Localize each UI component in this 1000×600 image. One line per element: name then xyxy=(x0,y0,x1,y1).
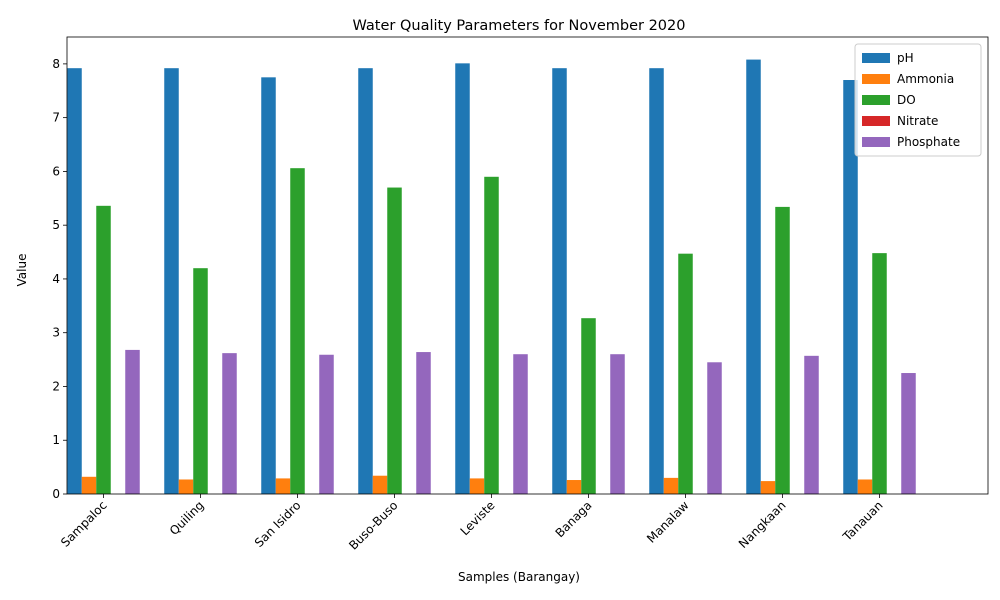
x-tick-label: Buso-Buso xyxy=(346,498,400,552)
y-tick-label: 8 xyxy=(52,57,60,71)
bar-ammonia-tanauan xyxy=(857,479,873,494)
bar-phosphate-banaga xyxy=(610,354,625,494)
bar-phosphate-buso-buso xyxy=(416,352,431,494)
bar-do-buso-buso xyxy=(387,187,402,494)
bar-do-sampaloc xyxy=(96,205,111,495)
x-tick-label: Manalaw xyxy=(644,498,692,546)
bar-phosphate-quiling xyxy=(222,353,237,494)
y-tick-label: 1 xyxy=(52,433,60,447)
x-tick-label: Sampaloc xyxy=(58,498,110,550)
x-axis-label: Samples (Barangay) xyxy=(458,570,580,584)
legend-label-do: DO xyxy=(897,93,916,107)
bar-phosphate-leviste xyxy=(513,354,528,494)
y-tick-label: 7 xyxy=(52,111,60,125)
bar-ammonia-quiling xyxy=(178,479,194,494)
legend-swatch-nitrate xyxy=(862,116,890,126)
bar-ammonia-nangkaan xyxy=(760,481,776,494)
x-tick-label: Tanauan xyxy=(839,498,885,544)
bar-ph-banaga xyxy=(552,68,567,494)
bar-phosphate-san-isidro xyxy=(319,354,334,494)
bar-ammonia-san-isidro xyxy=(275,478,291,494)
y-tick-label: 4 xyxy=(52,272,60,286)
x-tick-label: Leviste xyxy=(458,498,498,538)
legend-label-ph: pH xyxy=(897,51,914,65)
bar-ph-nangkaan xyxy=(746,59,761,494)
x-tick-label: Quiling xyxy=(167,498,207,538)
legend-label-nitrate: Nitrate xyxy=(897,114,938,128)
chart-title: Water Quality Parameters for November 20… xyxy=(353,18,686,34)
legend-label-phosphate: Phosphate xyxy=(897,135,960,149)
bar-ammonia-banaga xyxy=(566,480,582,494)
bar-ammonia-sampaloc xyxy=(81,476,97,494)
bar-do-san-isidro xyxy=(290,168,305,494)
bar-ph-sampaloc xyxy=(67,68,82,494)
bar-phosphate-nangkaan xyxy=(804,355,819,494)
legend-box xyxy=(854,43,982,157)
bar-do-quiling xyxy=(193,268,208,494)
legend-label-ammonia: Ammonia xyxy=(897,72,954,86)
legend-swatch-ph xyxy=(862,53,890,63)
bar-do-leviste xyxy=(484,176,499,494)
bar-phosphate-sampaloc xyxy=(125,349,140,494)
bar-phosphate-tanauan xyxy=(901,373,916,494)
x-tick-label: Nangkaan xyxy=(736,498,789,551)
bar-do-tanauan xyxy=(872,253,887,494)
y-tick-label: 6 xyxy=(52,164,60,178)
bar-ph-san-isidro xyxy=(261,77,276,494)
bar-do-banaga xyxy=(581,318,596,494)
y-tick-label: 3 xyxy=(52,326,60,340)
y-axis-label: Value xyxy=(15,254,29,287)
y-tick-label: 5 xyxy=(52,218,60,232)
bar-phosphate-manalaw xyxy=(707,362,722,494)
legend-swatch-phosphate xyxy=(862,137,890,147)
bar-ph-quiling xyxy=(164,68,179,494)
bar-do-manalaw xyxy=(678,253,693,494)
bar-ph-tanauan xyxy=(843,80,858,494)
bar-ph-leviste xyxy=(455,63,470,495)
x-tick-label: San Isidro xyxy=(252,498,304,550)
bar-ammonia-manalaw xyxy=(663,477,679,494)
legend: pH Ammonia DO Nitrate Phosphate xyxy=(854,43,982,157)
legend-swatch-do xyxy=(862,95,890,105)
x-tick-label: Banaga xyxy=(553,498,595,540)
y-axis: 0 1 2 3 4 5 6 7 8 xyxy=(52,57,67,501)
x-axis: Sampaloc Quiling San Isidro Buso-Buso Levist… xyxy=(58,494,886,553)
bars-group xyxy=(67,59,916,495)
bar-ph-manalaw xyxy=(649,68,664,494)
bar-ammonia-leviste xyxy=(469,478,485,494)
legend-swatch-ammonia xyxy=(862,74,890,84)
bar-ph-buso-buso xyxy=(358,68,373,494)
y-tick-label: 2 xyxy=(52,379,60,393)
bar-ammonia-buso-buso xyxy=(372,475,388,494)
plot-frame xyxy=(66,36,989,495)
y-tick-label: 0 xyxy=(52,487,60,501)
bar-do-nangkaan xyxy=(775,206,790,494)
